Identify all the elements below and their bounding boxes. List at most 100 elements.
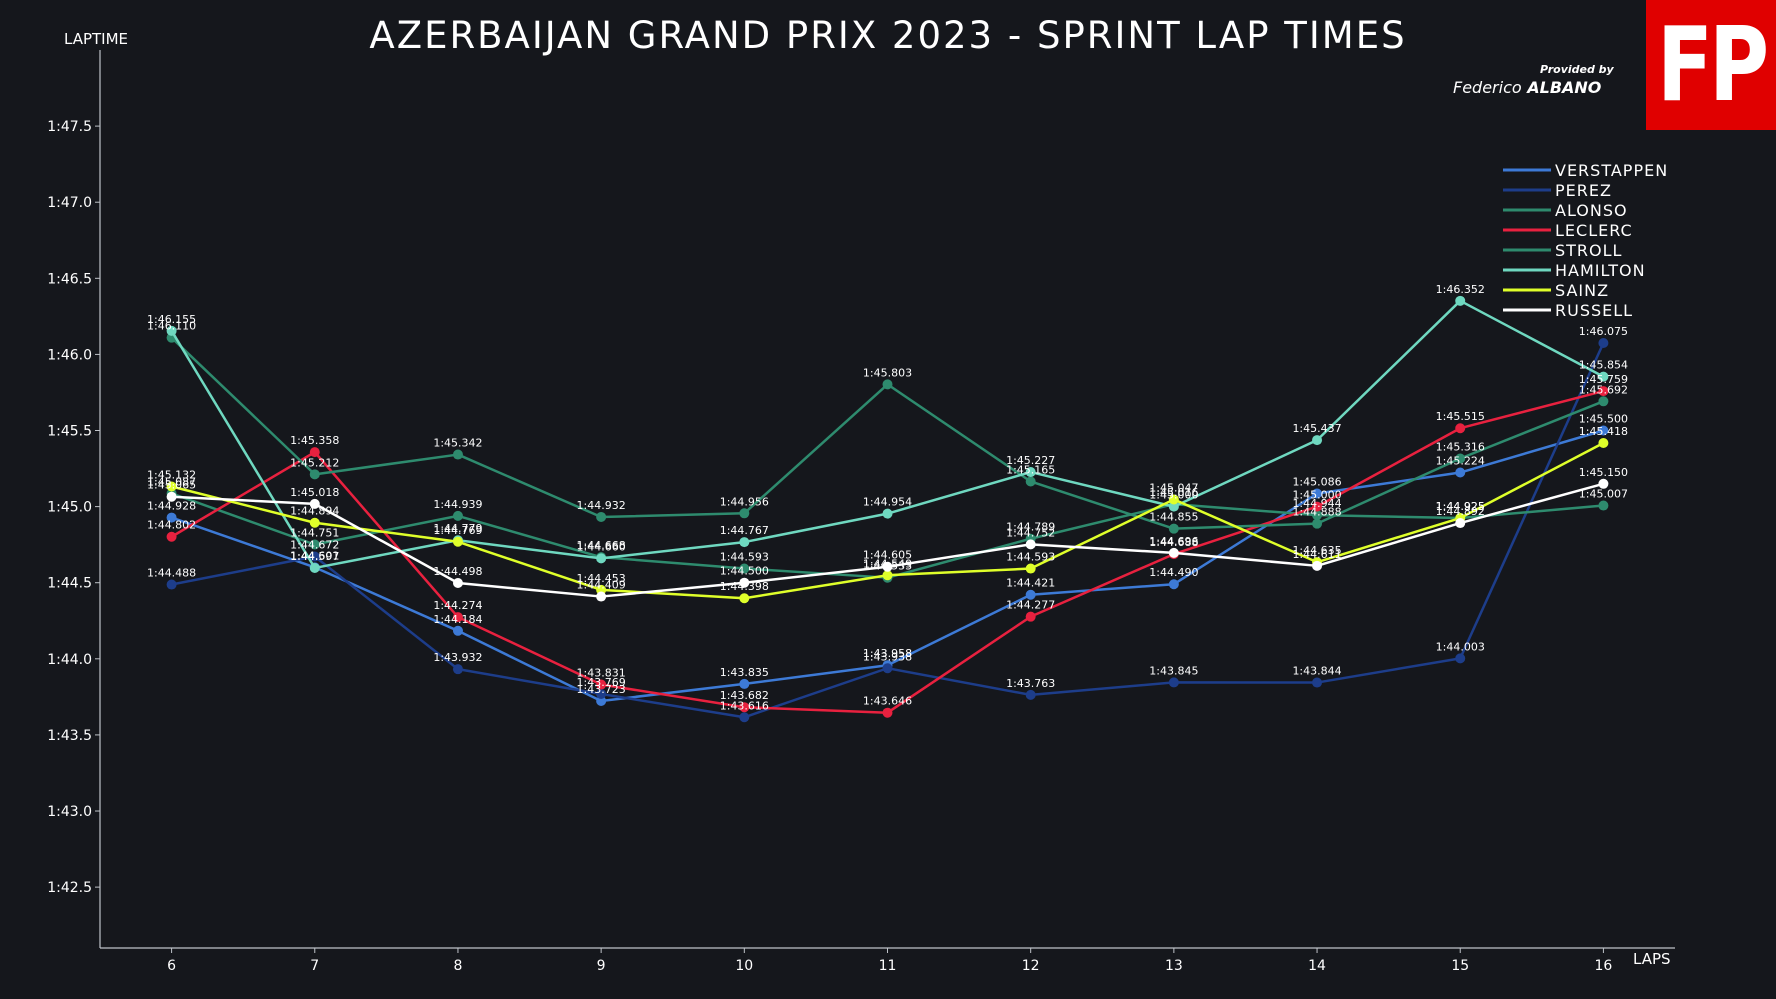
- data-label-leclerc: 1:43.646: [863, 695, 912, 708]
- legend-label-leclerc: LECLERC: [1555, 221, 1633, 240]
- data-point-stroll: [1168, 523, 1179, 534]
- data-point-hamilton: [596, 553, 607, 564]
- data-point-leclerc: [596, 679, 607, 690]
- data-point-russell: [882, 561, 893, 572]
- data-point-stroll: [882, 379, 893, 390]
- data-point-verstappen: [1312, 488, 1323, 499]
- data-point-russell: [1168, 547, 1179, 558]
- data-label-verstappen: 1:44.928: [147, 500, 196, 513]
- data-label-russell: 1:44.696: [1149, 535, 1198, 548]
- data-label-hamilton: 1:44.779: [433, 522, 482, 535]
- data-label-alonso: 1:44.533: [863, 560, 912, 573]
- data-label-verstappen: 1:43.958: [863, 647, 912, 660]
- data-label-leclerc: 1:44.802: [147, 519, 196, 532]
- data-label-stroll: 1:45.316: [1436, 441, 1485, 454]
- data-label-russell: 1:44.605: [863, 549, 912, 562]
- data-label-perez: 1:43.769: [577, 676, 626, 689]
- x-tick-label: 6: [167, 958, 176, 974]
- data-point-perez: [166, 579, 177, 590]
- chart-data-labels: 1:44.928 1:44.601 1:44.184 1:43.723 1:43.835…: [147, 283, 1628, 712]
- data-point-sainz: [882, 570, 893, 581]
- data-label-sainz: 1:45.132: [147, 469, 196, 482]
- credit-provided-by: Provided by: [1540, 63, 1614, 76]
- data-label-hamilton: 1:45.854: [1579, 359, 1628, 372]
- data-point-russell: [452, 578, 463, 589]
- data-label-verstappen: 1:43.835: [720, 666, 769, 679]
- y-tick-label: 1:45.5: [47, 424, 92, 440]
- data-point-verstappen: [1598, 425, 1609, 436]
- y-tick-label: 1:47.0: [47, 195, 92, 211]
- y-tick-label: 1:47.5: [47, 119, 92, 135]
- data-label-alonso: 1:44.944: [1292, 497, 1341, 510]
- data-label-leclerc: 1:44.274: [433, 599, 482, 612]
- data-label-russell: 1:44.611: [1292, 548, 1341, 561]
- data-label-verstappen: 1:44.601: [290, 549, 339, 562]
- data-point-leclerc: [1025, 611, 1036, 622]
- data-label-hamilton: 1:44.767: [720, 524, 769, 537]
- data-label-stroll: 1:44.932: [577, 499, 626, 512]
- data-label-sainz: 1:44.549: [863, 557, 912, 570]
- legend-label-stroll: STROLL: [1555, 241, 1622, 260]
- data-label-leclerc: 1:45.000: [1292, 489, 1341, 502]
- data-point-sainz: [1598, 437, 1609, 448]
- data-point-verstappen: [1025, 589, 1036, 600]
- data-label-sainz: 1:44.593: [1006, 551, 1055, 564]
- data-label-stroll: 1:44.888: [1292, 506, 1341, 519]
- data-point-hamilton: [1312, 435, 1323, 446]
- data-point-russell: [596, 591, 607, 602]
- data-label-hamilton: 1:44.597: [290, 550, 339, 563]
- data-label-alonso: 1:44.668: [577, 539, 626, 552]
- data-label-alonso: 1:45.007: [1579, 488, 1628, 501]
- chart-series: [166, 295, 1609, 723]
- data-label-verstappen: 1:45.500: [1579, 413, 1628, 426]
- data-point-stroll: [739, 508, 750, 519]
- data-label-leclerc: 1:44.277: [1006, 599, 1055, 612]
- x-tick-label: 15: [1451, 958, 1469, 974]
- data-label-perez: 1:44.672: [290, 539, 339, 552]
- data-label-russell: 1:45.065: [147, 479, 196, 492]
- y-tick-label: 1:44.0: [47, 652, 92, 668]
- legend-label-hamilton: HAMILTON: [1555, 261, 1646, 280]
- data-point-hamilton: [166, 325, 177, 336]
- credit-author: Federico ALBANO: [1453, 78, 1601, 97]
- data-label-sainz: 1:45.047: [1149, 481, 1198, 494]
- data-label-sainz: 1:45.418: [1579, 425, 1628, 438]
- data-point-hamilton: [1168, 501, 1179, 512]
- data-label-verstappen: 1:44.421: [1006, 577, 1055, 590]
- data-point-alonso: [1312, 510, 1323, 521]
- data-point-sainz: [739, 593, 750, 604]
- data-label-russell: 1:44.500: [720, 565, 769, 578]
- legend-label-alonso: ALONSO: [1555, 201, 1628, 220]
- data-point-leclerc: [882, 707, 893, 718]
- data-point-perez: [1312, 677, 1323, 688]
- data-label-hamilton: 1:45.227: [1006, 454, 1055, 467]
- data-label-leclerc: 1:45.759: [1579, 373, 1628, 386]
- y-tick-label: 1:46.0: [47, 347, 92, 363]
- y-tick-label: 1:42.5: [47, 880, 92, 896]
- data-label-sainz: 1:44.894: [290, 505, 339, 518]
- y-tick-label: 1:45.0: [47, 500, 92, 516]
- data-label-alonso: 1:44.925: [1436, 500, 1485, 513]
- x-tick-label: 9: [597, 958, 606, 974]
- data-point-hamilton: [739, 537, 750, 548]
- credit-first-name: Federico: [1453, 78, 1522, 97]
- data-label-alonso: 1:45.016: [1149, 486, 1198, 499]
- data-label-verstappen: 1:45.224: [1436, 455, 1485, 468]
- data-label-hamilton: 1:46.352: [1436, 283, 1485, 296]
- data-point-russell: [1312, 560, 1323, 571]
- legend-label-verstappen: VERSTAPPEN: [1555, 161, 1668, 180]
- data-point-stroll: [596, 511, 607, 522]
- data-point-leclerc: [309, 447, 320, 458]
- data-point-stroll: [309, 469, 320, 480]
- series-line-hamilton: [170, 299, 1604, 570]
- data-point-leclerc: [1312, 501, 1323, 512]
- data-label-alonso: 1:45.087: [147, 475, 196, 488]
- data-label-stroll: 1:46.110: [147, 320, 196, 333]
- data-point-sainz: [452, 536, 463, 547]
- data-point-leclerc: [739, 702, 750, 713]
- y-axis-label: LAPTIME: [64, 30, 128, 48]
- data-point-sainz: [309, 517, 320, 528]
- data-label-leclerc: 1:45.358: [290, 434, 339, 447]
- data-label-verstappen: 1:43.723: [577, 683, 626, 696]
- x-axis-label: LAPS: [1633, 950, 1671, 968]
